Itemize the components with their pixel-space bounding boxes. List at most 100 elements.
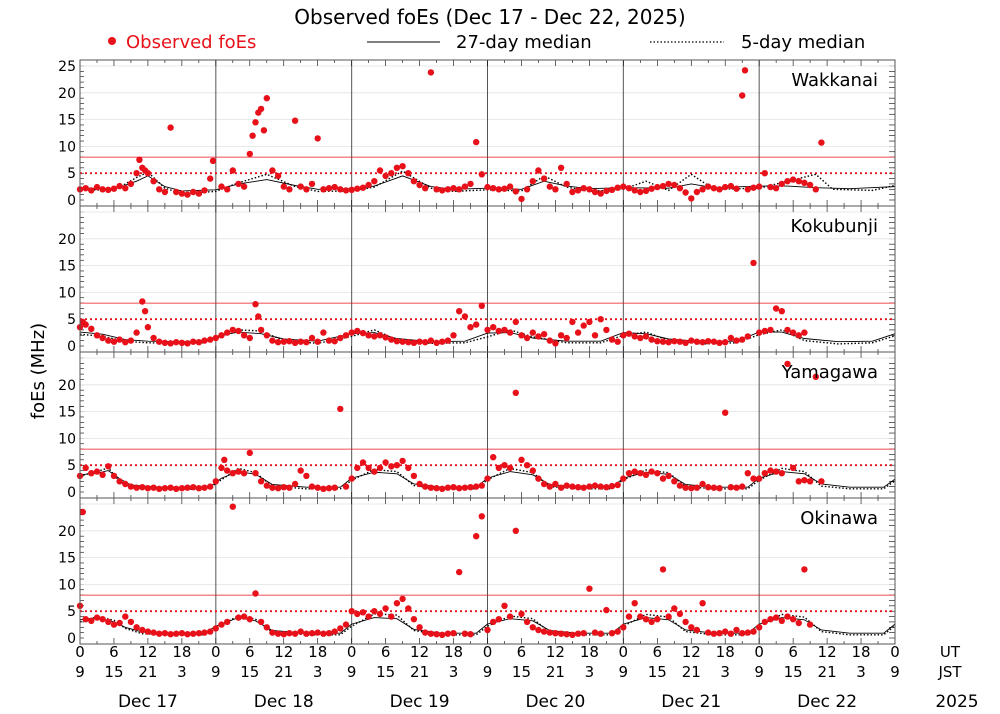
observed-point [597, 316, 604, 323]
observed-point [580, 185, 587, 192]
observed-point [252, 301, 259, 308]
observed-point [761, 170, 768, 177]
observed-point [506, 613, 514, 620]
observed-point [727, 484, 735, 491]
observed-point [422, 483, 429, 490]
ut-tick-label: 12 [682, 643, 701, 661]
observed-point [127, 618, 135, 626]
observed-point [342, 621, 350, 628]
observed-point [308, 180, 316, 188]
observed-point [456, 186, 463, 193]
observed-point [218, 621, 225, 628]
ut-tick-label: 18 [444, 643, 463, 661]
y-tick-label: 25 [58, 59, 76, 75]
observed-point [79, 508, 87, 516]
observed-point [320, 485, 327, 492]
observed-point [671, 605, 678, 612]
station-panels: 0 5 10 15 20 25 Wakkanai 0 5 10 15 20 Kokubunji 0 5 10 1… [58, 59, 896, 647]
observed-point [665, 472, 672, 480]
observed-point [320, 630, 327, 637]
jst-tick-label: 3 [177, 663, 187, 681]
station-name: Wakkanai [791, 70, 878, 91]
observed-point [450, 630, 457, 637]
observed-point [93, 183, 101, 191]
observed-point [274, 339, 282, 346]
jst-tick-label: 21 [274, 663, 293, 681]
observed-point [393, 338, 401, 345]
observed-point [682, 189, 689, 196]
day-label: Dec 20 [525, 692, 585, 712]
observed-point [580, 322, 587, 329]
observed-point [354, 185, 361, 192]
observed-point [597, 630, 604, 637]
observed-point [699, 186, 706, 193]
observed-point [303, 472, 310, 480]
observed-point [439, 631, 446, 638]
observed-point [156, 485, 163, 492]
ut-tick-label: 6 [788, 643, 798, 661]
observed-point [286, 484, 293, 491]
legend-median5-label: 5-day median [741, 32, 865, 53]
observed-point [625, 185, 633, 192]
observed-point [410, 339, 418, 346]
observed-point [631, 600, 638, 607]
observed-point [756, 183, 763, 190]
observed-point [473, 321, 480, 328]
observed-point [88, 617, 95, 624]
observed-point [161, 188, 169, 196]
observed-point [456, 568, 463, 576]
observed-point [433, 485, 440, 492]
observed-point [642, 333, 650, 340]
legend-observed-marker [108, 37, 116, 45]
observed-point [789, 464, 797, 472]
observed-point [557, 484, 565, 491]
observed-point [263, 95, 270, 102]
observed-point [625, 470, 633, 477]
observed-point [184, 631, 191, 638]
observed-point [116, 182, 123, 190]
observed-point [116, 619, 123, 627]
observed-point [456, 308, 463, 315]
observed-point [235, 468, 242, 475]
observed-point [286, 186, 293, 193]
observed-point [212, 334, 219, 342]
observed-point [518, 610, 525, 618]
observed-point [614, 184, 621, 191]
observed-point [297, 628, 304, 635]
observed-point [591, 482, 599, 489]
observed-point [716, 485, 723, 492]
x-axis: 0 6 12 18 0 6 12 18 0 6 12 18 0 6 12 18 0 6 12 18 0 6 12 18 0 9 15… [75, 643, 978, 712]
observed-point [741, 67, 749, 74]
observed-point [405, 605, 412, 612]
observed-point [637, 188, 644, 196]
ut-tick-label: 0 [211, 643, 221, 661]
observed-point [127, 180, 135, 188]
observed-point [693, 626, 701, 634]
station-name: Kokubunji [791, 216, 878, 237]
observed-point [399, 457, 406, 465]
observed-point [167, 340, 174, 347]
observed-point [495, 616, 502, 623]
jst-tick-label: 15 [240, 663, 259, 681]
observed-point [767, 326, 774, 334]
observed-point [523, 186, 531, 193]
observed-point [569, 318, 576, 326]
observed-point [427, 337, 435, 344]
observed-point [105, 337, 112, 344]
observed-point [433, 631, 440, 638]
observed-point [156, 630, 163, 637]
observed-point [240, 183, 248, 190]
observed-point [382, 459, 389, 466]
observed-point [195, 190, 203, 197]
observed-point [269, 337, 276, 344]
observed-point [439, 485, 446, 492]
observed-point [467, 324, 474, 331]
observed-point [772, 185, 780, 192]
observed-point [501, 462, 508, 469]
observed-point [320, 329, 327, 336]
observed-point [552, 630, 559, 637]
observed-point [393, 462, 401, 469]
observed-point [529, 329, 536, 336]
y-tick-label: 15 [58, 113, 76, 129]
observed-point [376, 332, 384, 339]
